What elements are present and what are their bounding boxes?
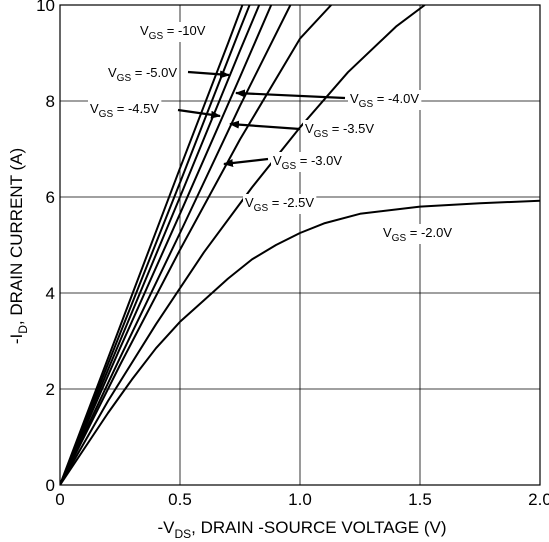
annotation-arrow-vgs-3-5v (229, 120, 301, 131)
annotation-bg (303, 120, 377, 140)
annotation-label-vgs-10v: VGS = -10V (140, 23, 206, 42)
annotation-label-vgs-3-0v: VGS = -3.0V (273, 153, 342, 172)
x-tick-label: 1.5 (408, 490, 432, 509)
annotation-label-vgs-2-0v: VGS = -2.0V (383, 225, 452, 244)
x-tick-label: 0.5 (168, 490, 192, 509)
annotation-label-vgs-4-0v: VGS = -4.0V (350, 91, 419, 110)
x-tick-labels: 0 0.5 1.0 1.5 2.0 (55, 490, 549, 509)
y-axis-label: -ID, DRAIN CURRENT (A) (7, 148, 30, 344)
curves (60, 5, 540, 485)
series-line-vgs-3-0v (60, 5, 332, 485)
y-tick-labels: 0 2 4 6 8 10 (36, 0, 55, 495)
y-tick-label: 10 (36, 0, 55, 15)
x-axis-label: -VDS, DRAIN -SOURCE VOLTAGE (V) (157, 518, 446, 541)
annotation-label-vgs-4-5v: VGS = -4.5V (90, 101, 159, 120)
annotation-arrow-vgs-5-0v (187, 70, 230, 79)
x-tick-label: 1.0 (288, 490, 312, 509)
series-line-vgs-10v (60, 5, 244, 485)
x-tick-label: 0 (55, 490, 64, 509)
plot-frame (59, 4, 541, 486)
series-line-vgs-4-0v (60, 5, 273, 485)
y-tick-label: 0 (46, 476, 55, 495)
series-line-vgs-2-5v (60, 5, 426, 485)
series-line-vgs-3-5v (60, 5, 292, 485)
annotation-bg (138, 22, 208, 42)
annotation-bg (381, 224, 455, 244)
annotations: VGS = -2.0V VGS = -2.5V VGS = -3.0V VGS = -… (88, 22, 455, 244)
annotation-bg (243, 194, 317, 214)
y-tick-label: 4 (46, 284, 55, 303)
annotation-bg (348, 90, 422, 110)
y-tick-label: 6 (46, 188, 55, 207)
annotation-label-vgs-5-0v: VGS = -5.0V (108, 65, 177, 84)
x-tick-label: 2.0 (528, 490, 549, 509)
annotation-bg (271, 152, 345, 172)
y-tick-label: 8 (46, 92, 55, 111)
annotation-arrow-vgs-4-5v (177, 108, 221, 119)
series-line-vgs-5-0v (60, 5, 251, 485)
annotation-bg (106, 64, 180, 84)
annotation-bg (88, 100, 162, 120)
annotation-arrow-vgs-3-0v (223, 157, 269, 167)
annotation-arrow-vgs-4-0v (235, 89, 346, 100)
series-line-vgs-4-5v (60, 5, 261, 485)
annotation-label-vgs-3-5v: VGS = -3.5V (305, 121, 374, 140)
series-line-vgs-2-0v (60, 199, 540, 485)
y-tick-label: 2 (46, 380, 55, 399)
annotation-label-vgs-2-5v: VGS = -2.5V (245, 195, 314, 214)
